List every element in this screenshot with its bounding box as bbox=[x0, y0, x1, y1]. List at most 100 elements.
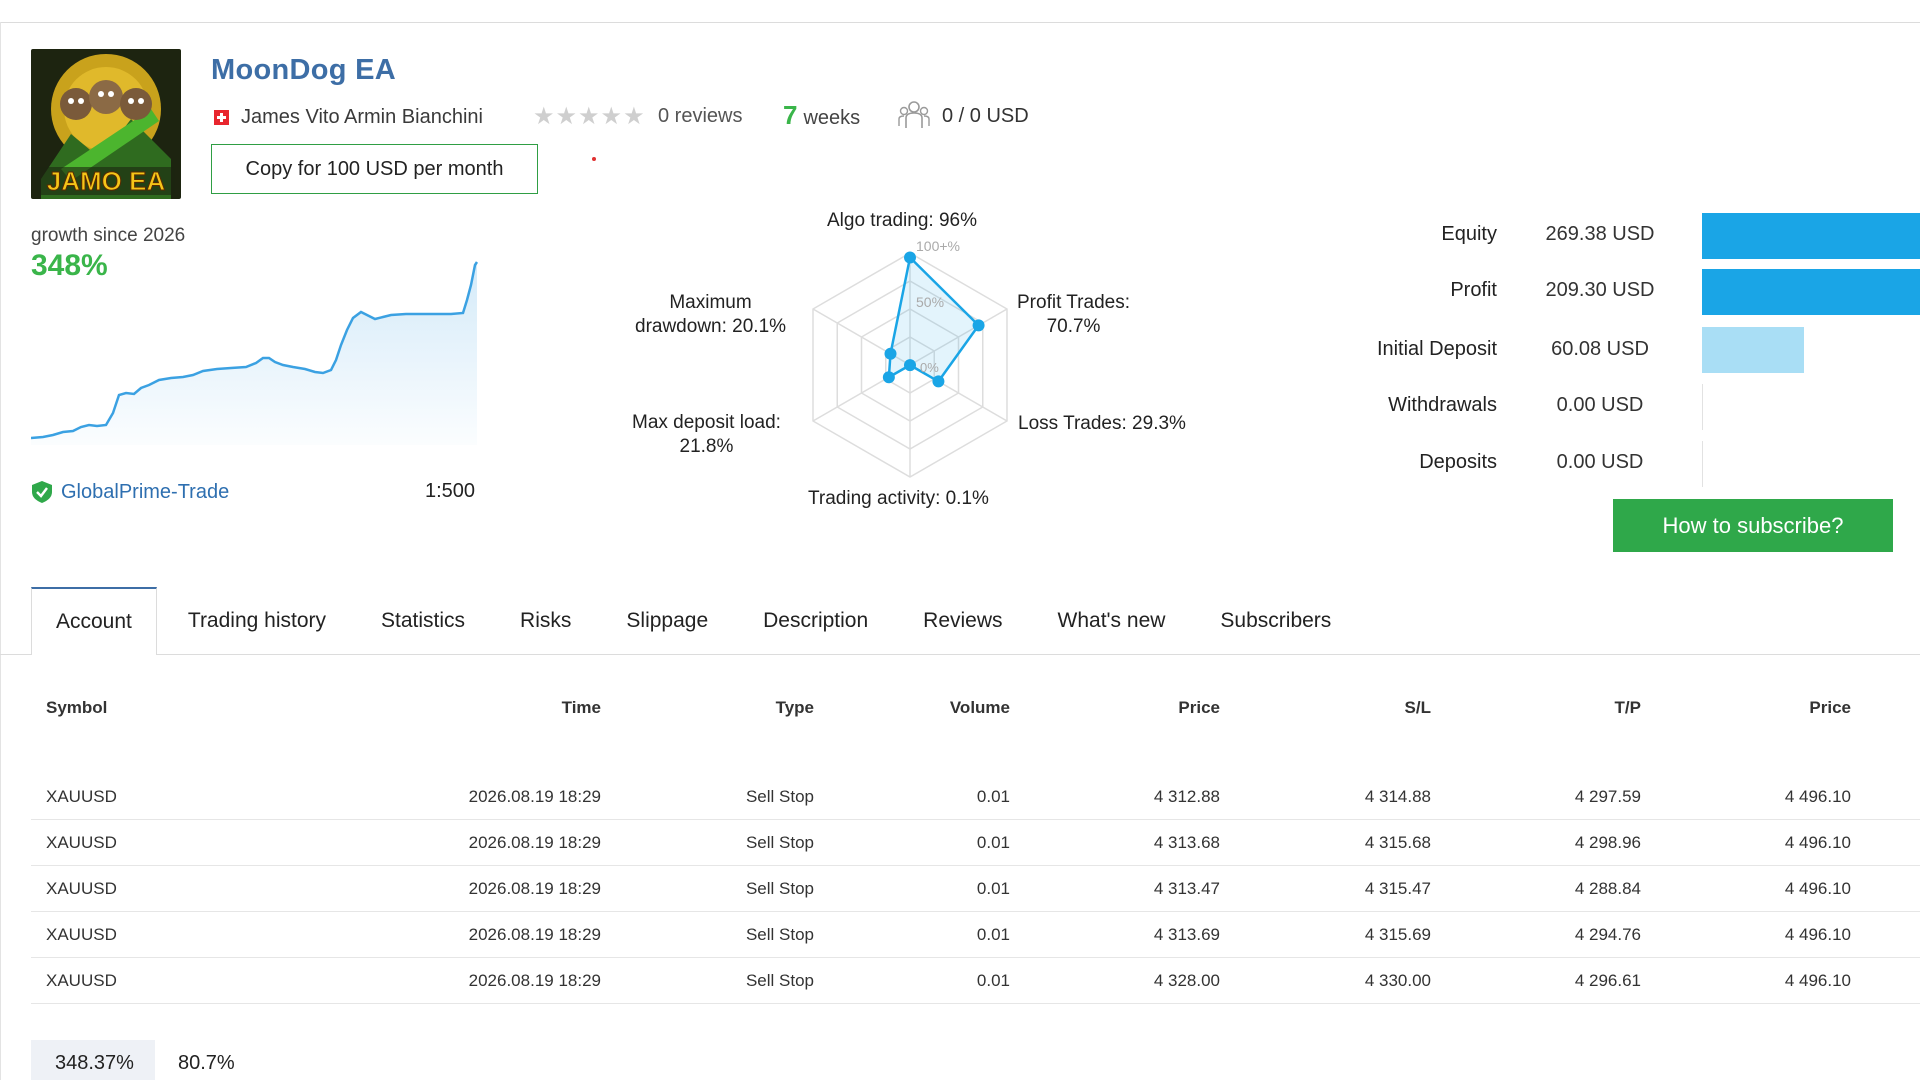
col-current-price[interactable]: Price bbox=[1809, 698, 1851, 717]
radar-point-0 bbox=[904, 251, 916, 264]
cell-type: Sell Stop bbox=[745, 786, 814, 806]
cell-type: Sell Stop bbox=[745, 970, 814, 990]
radar-label-profit-line1: Profit Trades: bbox=[1017, 292, 1130, 313]
withdrawals-label: Withdrawals bbox=[1388, 394, 1497, 416]
tab-whats-new[interactable]: What's new bbox=[1057, 609, 1166, 632]
table-header: Symbol Time Type Volume Price S/L T/P Pr… bbox=[31, 690, 1920, 726]
author-row: James Vito Armin Bianchini bbox=[214, 103, 483, 131]
deposits-label: Deposits bbox=[1419, 451, 1497, 473]
cell-time: 2026.08.19 18:29 bbox=[468, 832, 601, 852]
col-type[interactable]: Type bbox=[775, 698, 814, 717]
star-icon: ★ bbox=[600, 103, 623, 130]
col-time[interactable]: Time bbox=[561, 698, 601, 717]
radar-scale-100: 100+% bbox=[916, 238, 960, 254]
tab-trading-history[interactable]: Trading history bbox=[187, 609, 327, 632]
tab-statistics[interactable]: Statistics bbox=[381, 609, 466, 632]
radar-point-3 bbox=[904, 359, 916, 372]
copy-subscribe-button[interactable]: Copy for 100 USD per month bbox=[211, 144, 538, 194]
reviews-count[interactable]: 0 reviews bbox=[658, 105, 743, 127]
orders-table: Symbol Time Type Volume Price S/L T/P Pr… bbox=[31, 690, 1920, 1004]
radar-label-drawdown: Maximum drawdown: 20.1% bbox=[635, 291, 786, 339]
left-divider bbox=[0, 22, 1, 1080]
col-symbol[interactable]: Symbol bbox=[46, 698, 108, 717]
cell-price: 4 328.00 bbox=[1153, 970, 1220, 990]
cell-sl: 4 314.88 bbox=[1364, 786, 1431, 806]
broker-link[interactable]: GlobalPrime-Trade bbox=[31, 480, 229, 504]
signal-title[interactable]: MoonDog EA bbox=[211, 54, 397, 86]
cell-price: 4 312.88 bbox=[1153, 786, 1220, 806]
growth-line bbox=[31, 261, 479, 440]
cell-tp: 4 296.61 bbox=[1574, 970, 1641, 990]
cell-volume: 0.01 bbox=[976, 786, 1010, 806]
cell-time: 2026.08.19 18:29 bbox=[468, 970, 601, 990]
cell-time: 2026.08.19 18:29 bbox=[468, 924, 601, 944]
cell-current-price: 4 496.10 bbox=[1784, 878, 1851, 898]
cell-current-price: 4 496.10 bbox=[1784, 832, 1851, 852]
cell-current-price: 4 496.10 bbox=[1784, 970, 1851, 990]
initial-deposit-value: 60.08 USD bbox=[1551, 338, 1649, 360]
how-to-subscribe-button[interactable]: How to subscribe? bbox=[1613, 499, 1893, 552]
radar-svg: 100+% 50% 0% bbox=[812, 238, 1008, 478]
leverage-value: 1:500 bbox=[425, 480, 476, 502]
table-row[interactable]: XAUUSD 2026.08.19 18:29 Sell Stop 0.01 4… bbox=[31, 912, 1920, 958]
radar-point-4 bbox=[882, 371, 895, 384]
rating-stars: ★ ★ ★ ★ ★ bbox=[533, 104, 645, 130]
tab-reviews[interactable]: Reviews bbox=[923, 609, 1003, 632]
tab-risks[interactable]: Risks bbox=[520, 609, 572, 632]
radar-label-profit-line2: 70.7% bbox=[1046, 316, 1101, 337]
tab-description[interactable]: Description bbox=[763, 609, 869, 632]
tab-divider-left bbox=[0, 654, 31, 655]
col-tp[interactable]: T/P bbox=[1614, 698, 1641, 717]
signal-logo: JAMO EA bbox=[31, 49, 181, 199]
cell-sl: 4 315.68 bbox=[1364, 832, 1431, 852]
cell-symbol: XAUUSD bbox=[46, 878, 117, 898]
radar-label-algo: Algo trading: 96% bbox=[827, 210, 977, 231]
star-icon: ★ bbox=[623, 103, 645, 130]
table-row[interactable]: XAUUSD 2026.08.19 18:29 Sell Stop 0.01 4… bbox=[31, 820, 1920, 866]
growth-area bbox=[31, 262, 477, 445]
cell-symbol: XAUUSD bbox=[46, 924, 117, 944]
growth-sparkline[interactable] bbox=[31, 255, 491, 445]
radar-point-5 bbox=[884, 347, 897, 360]
withdrawals-value: 0.00 USD bbox=[1556, 394, 1644, 416]
col-price[interactable]: Price bbox=[1178, 698, 1220, 717]
summary-second-value[interactable]: 80.7% bbox=[178, 1052, 235, 1074]
table-row[interactable]: XAUUSD 2026.08.19 18:29 Sell Stop 0.01 4… bbox=[31, 774, 1920, 820]
table-row[interactable]: XAUUSD 2026.08.19 18:29 Sell Stop 0.01 4… bbox=[31, 866, 1920, 912]
summary-tab-growth[interactable] bbox=[31, 1040, 155, 1080]
star-icon: ★ bbox=[555, 103, 578, 130]
weeks-label: weeks bbox=[803, 107, 861, 129]
cell-symbol: XAUUSD bbox=[46, 970, 117, 990]
radar-scale-50: 50% bbox=[916, 294, 944, 310]
red-dot bbox=[592, 157, 596, 161]
summary-growth-value[interactable]: 348.37% bbox=[55, 1052, 134, 1074]
radar-point-2 bbox=[932, 375, 945, 388]
table-row[interactable]: XAUUSD 2026.08.19 18:29 Sell Stop 0.01 4… bbox=[31, 958, 1920, 1004]
deposits-bar bbox=[1702, 441, 1703, 487]
cell-volume: 0.01 bbox=[976, 970, 1010, 990]
cell-sl: 4 315.47 bbox=[1364, 878, 1431, 898]
weeks-number: 7 bbox=[783, 100, 798, 130]
col-sl[interactable]: S/L bbox=[1404, 698, 1431, 717]
cell-sl: 4 330.00 bbox=[1364, 970, 1431, 990]
cell-sl: 4 315.69 bbox=[1364, 924, 1431, 944]
cell-current-price: 4 496.10 bbox=[1784, 786, 1851, 806]
author-name[interactable]: James Vito Armin Bianchini bbox=[241, 105, 483, 128]
tab-bar: Account Trading history Statistics Risks… bbox=[31, 587, 1355, 655]
radar-label-activity: Trading activity: 0.1% bbox=[808, 488, 989, 509]
table-body: XAUUSD 2026.08.19 18:29 Sell Stop 0.01 4… bbox=[31, 774, 1920, 1004]
col-volume[interactable]: Volume bbox=[949, 698, 1010, 717]
cell-symbol: XAUUSD bbox=[46, 832, 117, 852]
tab-subscribers[interactable]: Subscribers bbox=[1220, 609, 1332, 632]
cell-price: 4 313.68 bbox=[1153, 832, 1220, 852]
broker-name[interactable]: GlobalPrime-Trade bbox=[61, 480, 230, 503]
profit-label: Profit bbox=[1450, 279, 1497, 301]
deposits-value: 0.00 USD bbox=[1556, 451, 1644, 473]
growth-value: 348% bbox=[31, 249, 108, 282]
tab-account[interactable]: Account bbox=[31, 587, 157, 655]
profit-value: 209.30 USD bbox=[1545, 279, 1655, 301]
tab-slippage[interactable]: Slippage bbox=[626, 609, 709, 632]
equity-value: 269.38 USD bbox=[1545, 223, 1655, 245]
shield-check-icon bbox=[32, 481, 52, 503]
cell-volume: 0.01 bbox=[976, 832, 1010, 852]
